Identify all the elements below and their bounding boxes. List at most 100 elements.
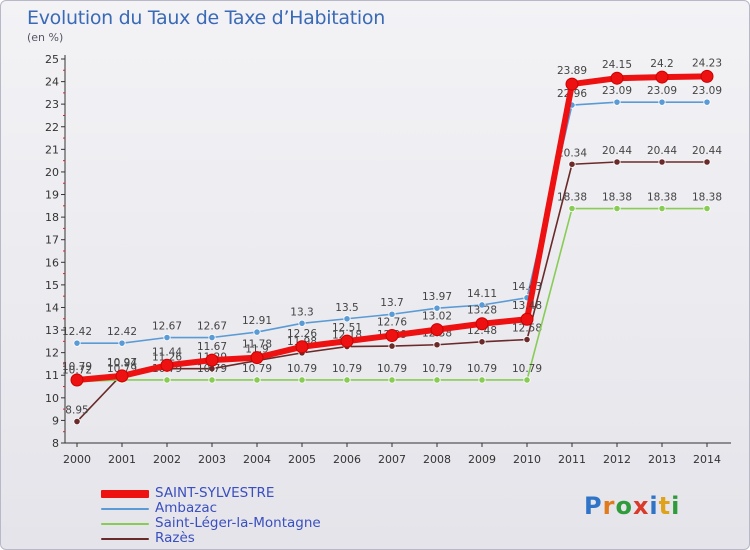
data-point — [610, 71, 624, 85]
data-point — [613, 158, 621, 166]
logo-letter: i — [649, 492, 659, 520]
data-label: 18.38 — [557, 192, 587, 204]
data-label: 10.97 — [107, 357, 137, 369]
data-label: 24.23 — [692, 57, 722, 69]
y-tick-label: 16 — [45, 256, 59, 269]
x-tick-label: 2002 — [153, 453, 181, 466]
data-point — [70, 373, 84, 387]
legend-item: Ambazac — [101, 501, 321, 516]
logo-letter: t — [658, 492, 672, 520]
data-label: 10.79 — [377, 363, 407, 375]
y-tick-label: 18 — [45, 211, 59, 224]
data-point — [703, 204, 711, 213]
data-point — [73, 417, 81, 426]
data-label: 10.72 — [62, 365, 92, 377]
data-label: 12.26 — [287, 328, 317, 340]
data-point — [385, 328, 399, 342]
data-label: 11.9 — [245, 344, 268, 356]
y-tick-label: 25 — [45, 53, 59, 66]
legend-label: Ambazac — [155, 500, 218, 516]
data-label: 24.2 — [650, 58, 673, 70]
data-label: 10.79 — [197, 363, 227, 375]
y-tick-label: 21 — [45, 143, 59, 156]
data-point — [163, 333, 171, 342]
data-point — [205, 353, 219, 367]
data-label: 12.58 — [512, 323, 542, 335]
data-point — [160, 358, 174, 372]
x-tick-label: 2009 — [468, 453, 496, 466]
data-point — [520, 312, 534, 326]
data-label: 20.44 — [647, 145, 677, 157]
data-label: 13.48 — [512, 300, 542, 312]
x-tick-label: 2010 — [513, 453, 541, 466]
data-label: 11.67 — [197, 341, 227, 353]
data-point — [523, 376, 531, 384]
data-label: 12.51 — [332, 322, 362, 334]
y-tick-label: 8 — [52, 437, 59, 450]
data-label: 10.79 — [62, 361, 92, 373]
data-label: 13.7 — [380, 297, 403, 309]
legend: SAINT-SYLVESTRE Ambazac Saint-Léger-la-Mon… — [101, 486, 321, 546]
y-tick-label: 12 — [45, 347, 59, 360]
data-point — [703, 158, 711, 166]
y-tick-label: 20 — [45, 166, 59, 179]
data-point — [388, 376, 396, 384]
data-point — [340, 334, 354, 348]
data-label: 12.67 — [152, 321, 182, 333]
data-point — [388, 342, 396, 350]
data-label: 13.02 — [422, 311, 452, 323]
x-tick-label: 2003 — [198, 453, 226, 466]
data-label: 23.09 — [647, 85, 677, 97]
y-tick-label: 15 — [45, 279, 59, 292]
data-point — [565, 77, 579, 91]
data-label: 13.28 — [467, 305, 497, 317]
data-label: 12.48 — [467, 325, 497, 337]
logo-letter: r — [602, 492, 616, 520]
data-point — [208, 376, 216, 384]
data-point — [478, 301, 486, 309]
y-tick-label: 17 — [45, 234, 59, 247]
data-point — [250, 351, 264, 365]
data-point — [700, 69, 714, 83]
data-label: 12.76 — [377, 316, 407, 328]
logo-letter: P — [584, 492, 603, 520]
data-label: 10.79 — [422, 363, 452, 375]
data-point — [658, 204, 666, 213]
data-point — [478, 338, 486, 346]
proxiti-logo: Proxiti — [584, 492, 680, 520]
legend-item: Razès — [101, 531, 321, 546]
data-point — [658, 158, 666, 166]
data-point — [475, 317, 489, 331]
data-point — [115, 369, 129, 383]
x-tick-label: 2014 — [693, 453, 721, 466]
data-point — [613, 98, 621, 106]
data-label: 14.43 — [512, 281, 542, 293]
data-label: 24.15 — [602, 59, 632, 71]
data-point — [433, 341, 441, 349]
data-point — [568, 160, 576, 168]
data-label: 10.79 — [287, 363, 317, 375]
x-tick-label: 2004 — [243, 453, 271, 466]
legend-item: Saint-Léger-la-Montagne — [101, 516, 321, 531]
logo-letter: x — [632, 492, 650, 520]
data-point — [613, 204, 621, 213]
data-point — [208, 333, 216, 342]
y-tick-label: 11 — [45, 369, 59, 382]
data-label: 23.09 — [692, 85, 722, 97]
y-tick-label: 9 — [52, 414, 59, 427]
data-label: 10.79 — [332, 363, 362, 375]
data-label: 14.11 — [467, 288, 497, 300]
data-label: 11.44 — [152, 346, 182, 358]
data-point — [478, 376, 486, 384]
x-tick-label: 2007 — [378, 453, 406, 466]
data-label: 13.5 — [335, 302, 358, 314]
data-point — [433, 304, 441, 312]
data-point — [253, 376, 261, 384]
data-point — [568, 204, 576, 213]
data-point — [73, 339, 81, 347]
y-tick-label: 23 — [45, 98, 59, 111]
data-point — [655, 70, 669, 84]
y-tick-label: 24 — [45, 76, 59, 89]
